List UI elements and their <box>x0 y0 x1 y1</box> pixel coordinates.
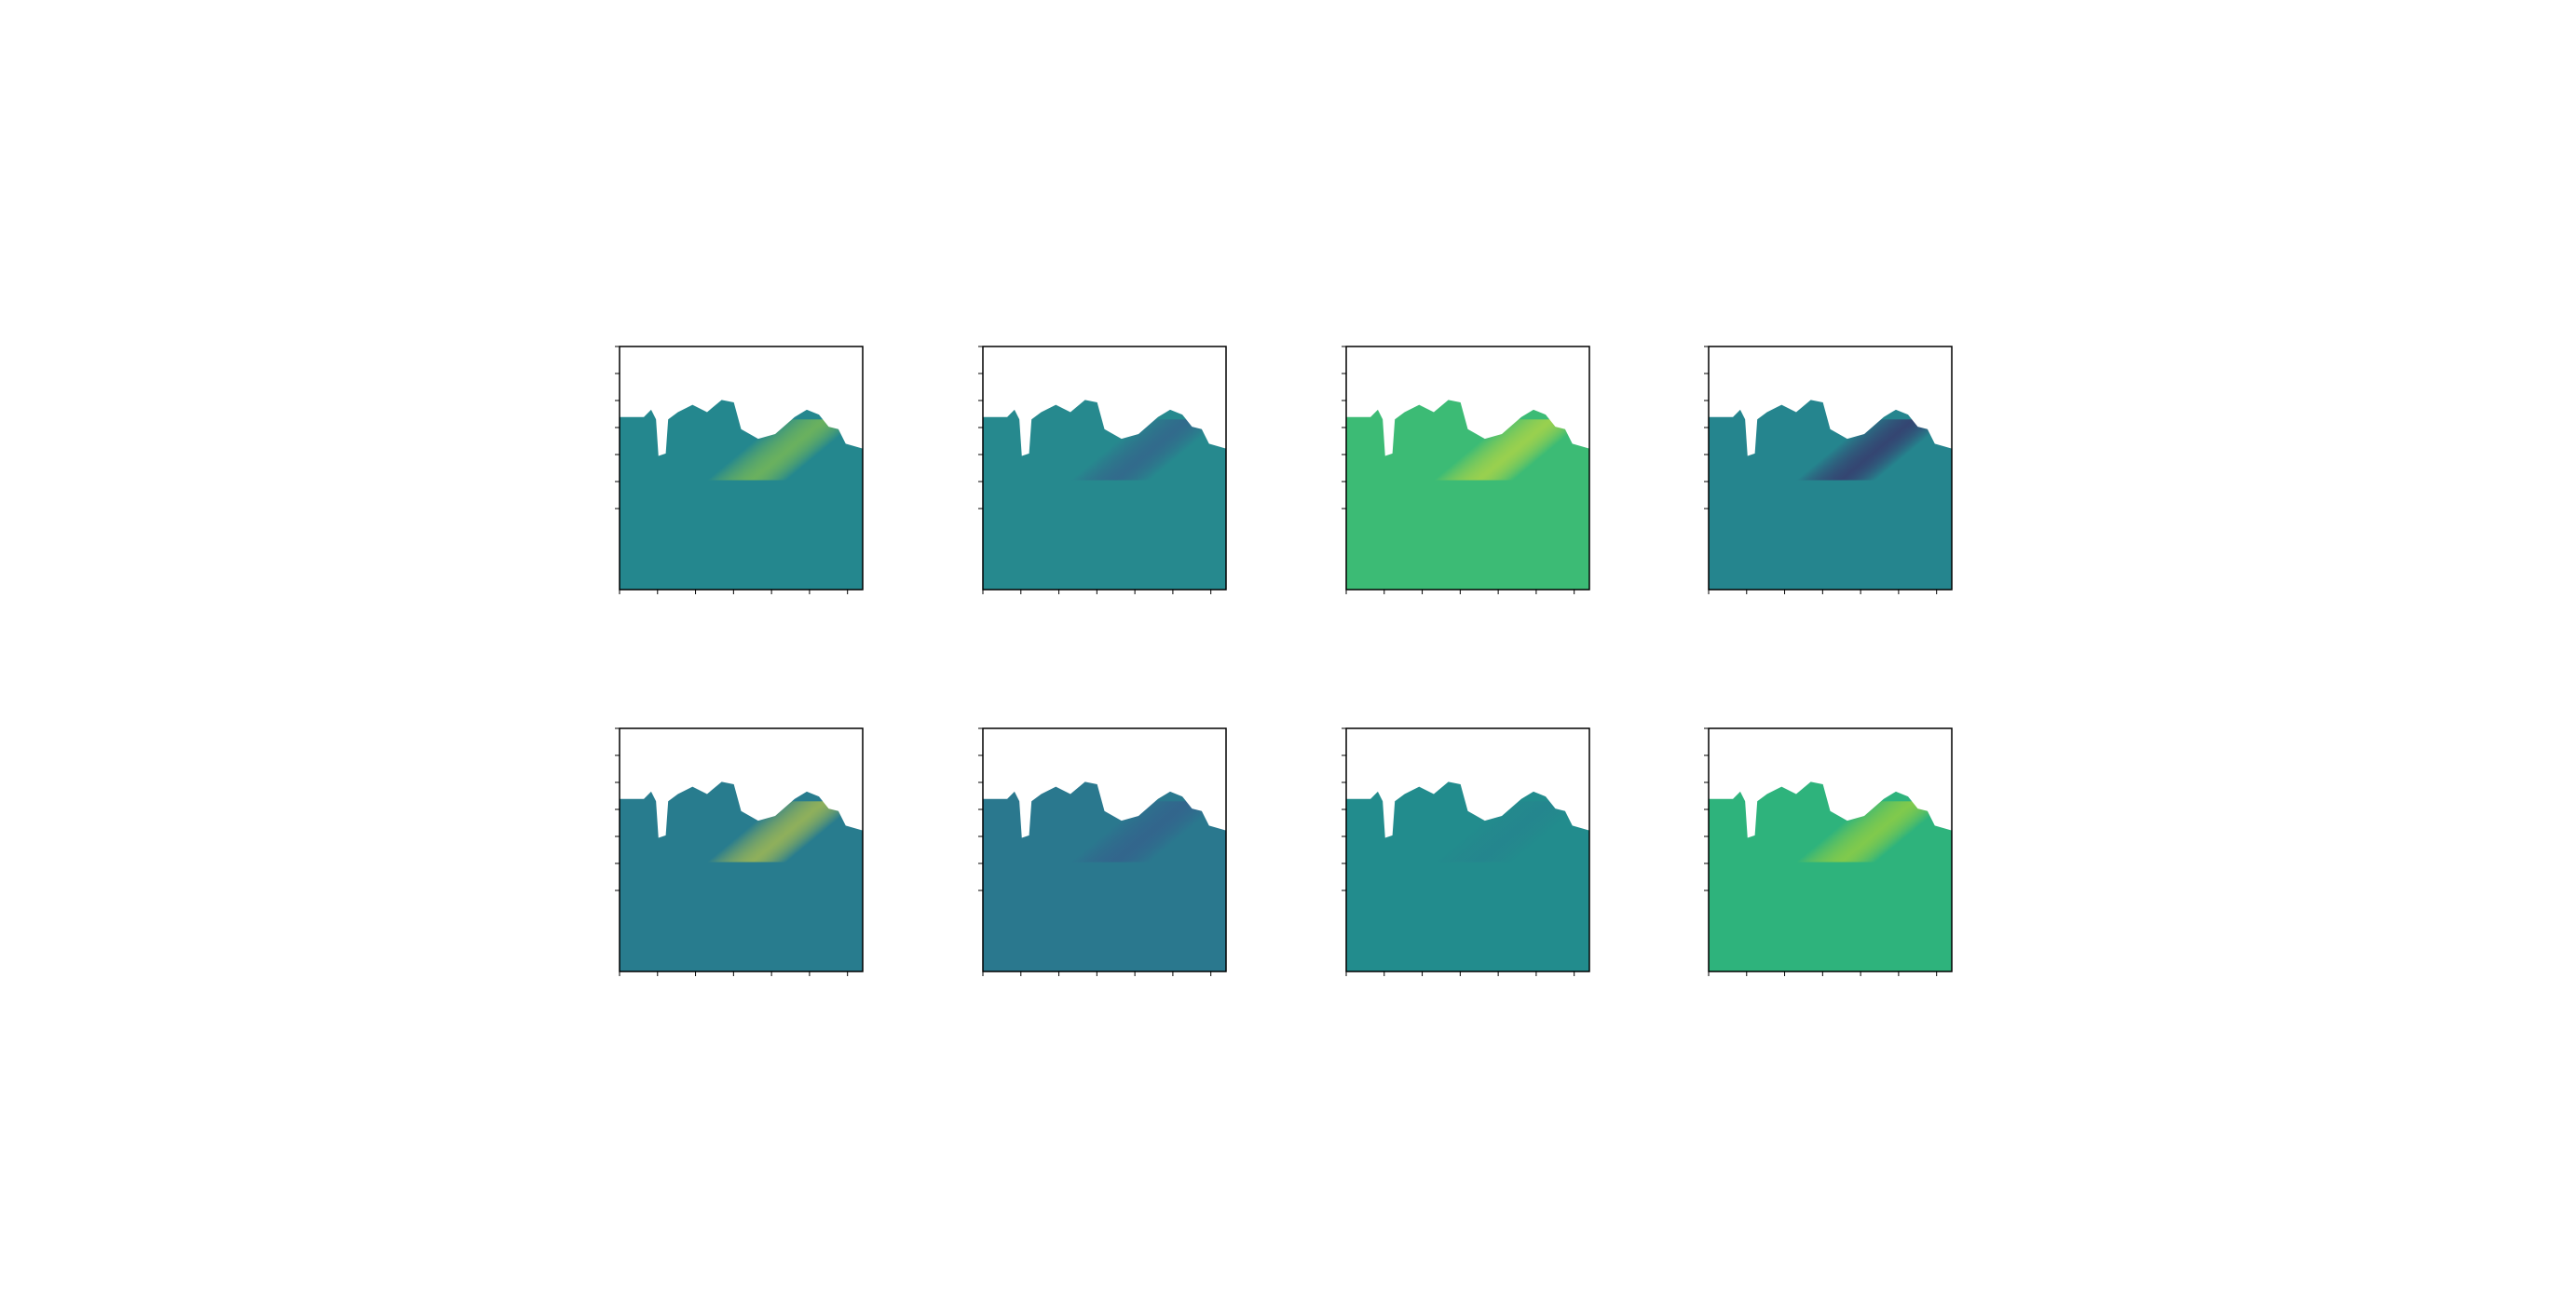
land <box>1709 346 1952 456</box>
panel <box>1704 346 1953 594</box>
land <box>1346 346 1589 456</box>
panel <box>615 727 864 976</box>
land <box>1709 728 1952 838</box>
frame <box>982 346 1227 591</box>
frame <box>1708 346 1953 591</box>
frame <box>619 346 864 591</box>
land <box>983 346 1226 456</box>
land <box>620 346 863 456</box>
panel <box>615 346 864 594</box>
frame <box>1345 346 1590 591</box>
panel <box>978 346 1227 594</box>
panel <box>1704 727 1953 976</box>
frame <box>982 727 1227 972</box>
frame <box>619 727 864 972</box>
land <box>620 728 863 838</box>
panel <box>1342 346 1590 594</box>
panel <box>978 727 1227 976</box>
frame <box>1345 727 1590 972</box>
land <box>983 728 1226 838</box>
land <box>1346 728 1589 838</box>
panel <box>1342 727 1590 976</box>
frame <box>1708 727 1953 972</box>
